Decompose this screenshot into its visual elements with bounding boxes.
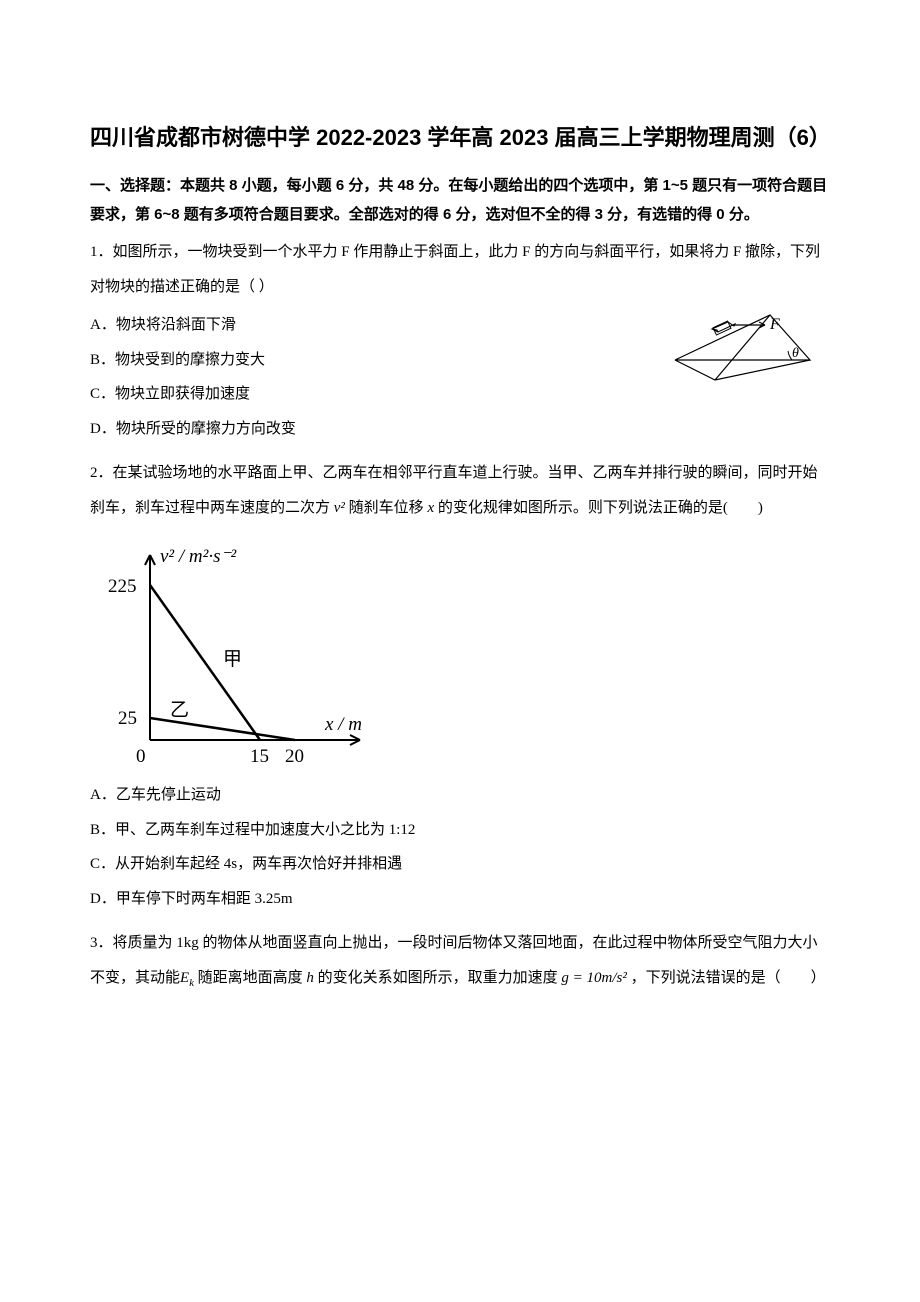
q2-text-p2: 随刹车位移 <box>345 500 428 516</box>
q3-g: g = 10m/s² <box>561 970 626 986</box>
q1-option-d: D．物块所受的摩擦力方向改变 <box>90 412 830 447</box>
q3-ek: Ek <box>180 970 194 986</box>
label-F: F <box>769 316 780 333</box>
q2-option-a: A．乙车先停止运动 <box>90 778 830 813</box>
y-axis-label: v² / m²·s⁻² <box>160 546 236 567</box>
q2-option-c: C．从开始刹车起经 4s，两车再次恰好并排相遇 <box>90 847 830 882</box>
q2-number: 2． <box>90 465 113 481</box>
q2-text-p3: 的变化规律如图所示。则下列说法正确的是( ) <box>434 500 763 516</box>
x-tick-15: 15 <box>250 746 269 767</box>
q3-text-p4: ，下列说法错误的是（ ） <box>627 970 826 986</box>
q3-number: 3． <box>90 935 113 951</box>
q1-figure: F θ <box>670 305 820 385</box>
q3-h: h <box>306 970 314 986</box>
q2-option-d: D．甲车停下时两车相距 3.25m <box>90 882 830 917</box>
q3-text-p3: 的变化关系如图所示，取重力加速度 <box>314 970 562 986</box>
exam-title: 四川省成都市树德中学 2022-2023 学年高 2023 届高三上学期物理周测… <box>90 120 830 152</box>
question-3: 3．将质量为 1kg 的物体从地面竖直向上抛出，一段时间后物体又落回地面，在此过… <box>90 926 830 996</box>
q2-option-b: B．甲、乙两车刹车过程中加速度大小之比为 1:12 <box>90 813 830 848</box>
question-2: 2．在某试验场地的水平路面上甲、乙两车在相邻平行直车道上行驶。当甲、乙两车并排行… <box>90 456 830 916</box>
section-header: 一、选择题：本题共 8 小题，每小题 6 分，共 48 分。在每小题给出的四个选… <box>90 172 830 229</box>
q3-text-p2: 随距离地面高度 <box>194 970 307 986</box>
x-tick-20: 20 <box>285 746 304 767</box>
q3-text: 3．将质量为 1kg 的物体从地面竖直向上抛出，一段时间后物体又落回地面，在此过… <box>90 926 830 996</box>
q1-text: 1．如图所示，一物块受到一个水平力 F 作用静止于斜面上，此力 F 的方向与斜面… <box>90 235 830 304</box>
origin-0: 0 <box>136 746 146 767</box>
q1-number: 1． <box>90 244 113 260</box>
label-theta: θ <box>792 346 799 361</box>
q2-text: 2．在某试验场地的水平路面上甲、乙两车在相邻平行直车道上行驶。当甲、乙两车并排行… <box>90 456 830 525</box>
q2-v2: v² <box>334 500 345 516</box>
q1-body: 如图所示，一物块受到一个水平力 F 作用静止于斜面上，此力 F 的方向与斜面平行… <box>90 244 820 295</box>
x-axis-label: x / m <box>324 714 362 735</box>
y-tick-225: 225 <box>108 576 137 597</box>
question-1: 1．如图所示，一物块受到一个水平力 F 作用静止于斜面上，此力 F 的方向与斜面… <box>90 235 830 446</box>
line-label-jia: 甲 <box>223 649 242 670</box>
line-label-yi: 乙 <box>170 700 189 721</box>
q2-figure: v² / m²·s⁻² x / m 225 25 0 15 20 甲 乙 <box>100 540 380 770</box>
q2-options: A．乙车先停止运动 B．甲、乙两车刹车过程中加速度大小之比为 1:12 C．从开… <box>90 778 830 916</box>
y-tick-25: 25 <box>118 708 137 729</box>
